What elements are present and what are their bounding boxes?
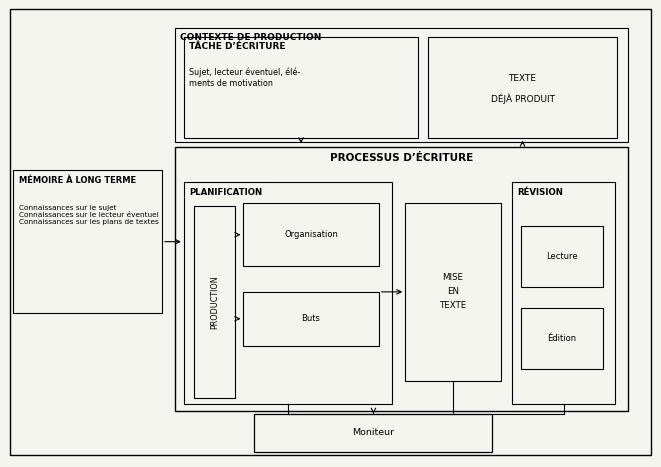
Text: Lecture: Lecture: [547, 252, 578, 262]
Text: Édition: Édition: [547, 334, 577, 343]
Bar: [243, 203, 379, 266]
Text: CONTEXTE DE PRODUCTION: CONTEXTE DE PRODUCTION: [180, 33, 322, 42]
Bar: [243, 292, 379, 346]
Bar: [13, 170, 162, 313]
Bar: [184, 37, 418, 138]
Bar: [521, 308, 603, 369]
Text: Buts: Buts: [301, 314, 321, 323]
Bar: [428, 37, 617, 138]
Bar: [405, 203, 501, 381]
Bar: [184, 182, 392, 404]
Text: PLANIFICATION: PLANIFICATION: [189, 188, 262, 197]
Text: DÉJÀ PRODUIT: DÉJÀ PRODUIT: [490, 94, 555, 105]
Bar: [175, 147, 628, 411]
Text: EN: EN: [447, 287, 459, 297]
Text: Sujet, lecteur éventuel, élé-
ments de motivation: Sujet, lecteur éventuel, élé- ments de m…: [189, 68, 300, 88]
Bar: [194, 206, 235, 398]
Text: Organisation: Organisation: [284, 230, 338, 239]
Bar: [254, 414, 492, 452]
Text: PRODUCTION: PRODUCTION: [210, 276, 219, 329]
Text: TÂCHE D’ÉCRITURE: TÂCHE D’ÉCRITURE: [189, 42, 286, 51]
Bar: [512, 182, 615, 404]
Text: RÉVISION: RÉVISION: [518, 188, 563, 197]
Bar: [521, 226, 603, 287]
Text: MÉMOIRE À LONG TERME: MÉMOIRE À LONG TERME: [19, 176, 136, 185]
Text: TEXTE: TEXTE: [508, 74, 537, 83]
Text: PROCESSUS D’ÉCRITURE: PROCESSUS D’ÉCRITURE: [330, 153, 473, 163]
Bar: [175, 28, 628, 142]
Text: Connaissances sur le sujet
Connaissances sur le lecteur éventuel
Connaissances s: Connaissances sur le sujet Connaissances…: [19, 205, 158, 226]
Text: MISE: MISE: [443, 273, 463, 283]
Text: Moniteur: Moniteur: [352, 428, 395, 438]
Text: TEXTE: TEXTE: [440, 301, 467, 311]
